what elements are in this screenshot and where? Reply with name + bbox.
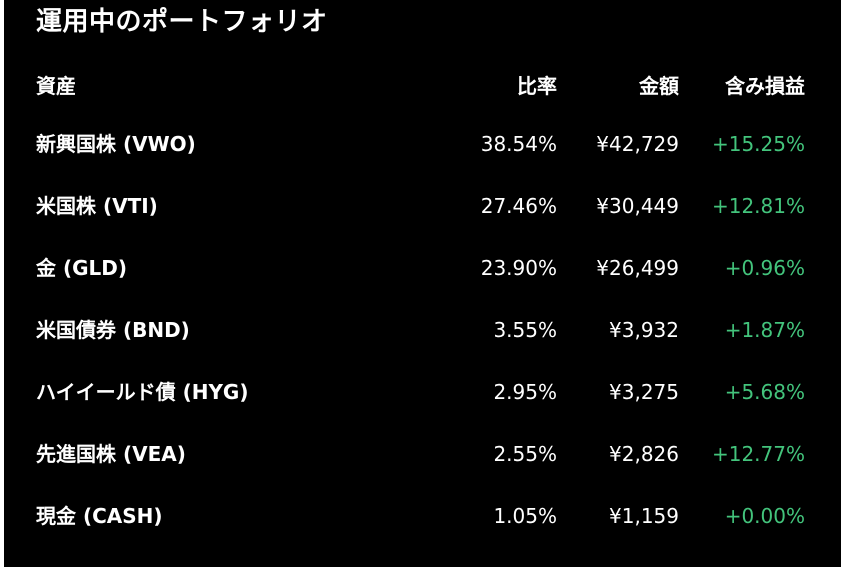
asset-name: 先進国株 (VEA): [36, 442, 186, 466]
asset-amount: ¥42,729: [596, 132, 679, 156]
portfolio-panel: 運用中のポートフォリオ 資産 比率 金額 含み損益 新興国株 (VWO) 38.…: [4, 0, 841, 567]
asset-amount: ¥2,826: [609, 442, 679, 466]
table-row: 現金 (CASH) 1.05% ¥1,159 +0.00%: [4, 496, 841, 536]
asset-name: 現金 (CASH): [36, 504, 163, 528]
column-header-ratio: 比率: [517, 74, 557, 98]
asset-ratio: 3.55%: [493, 318, 557, 342]
column-header-asset: 資産: [36, 74, 76, 98]
table-row: 金 (GLD) 23.90% ¥26,499 +0.96%: [4, 248, 841, 288]
table-header: 資産 比率 金額 含み損益: [4, 66, 841, 106]
asset-name: ハイイールド債 (HYG): [36, 380, 249, 404]
asset-name: 新興国株 (VWO): [36, 132, 196, 156]
table-row: ハイイールド債 (HYG) 2.95% ¥3,275 +5.68%: [4, 372, 841, 412]
asset-amount: ¥3,275: [609, 380, 679, 404]
table-row: 米国債券 (BND) 3.55% ¥3,932 +1.87%: [4, 310, 841, 350]
asset-amount: ¥26,499: [596, 256, 679, 280]
asset-amount: ¥30,449: [596, 194, 679, 218]
asset-amount: ¥1,159: [609, 504, 679, 528]
asset-unrealized-pl: +5.68%: [724, 380, 805, 404]
asset-ratio: 1.05%: [493, 504, 557, 528]
column-header-amount: 金額: [639, 74, 679, 98]
asset-unrealized-pl: +12.77%: [711, 442, 805, 466]
asset-ratio: 27.46%: [480, 194, 557, 218]
asset-name: 米国債券 (BND): [36, 318, 190, 342]
page-title: 運用中のポートフォリオ: [36, 7, 328, 37]
asset-unrealized-pl: +1.87%: [724, 318, 805, 342]
asset-unrealized-pl: +15.25%: [711, 132, 805, 156]
asset-ratio: 38.54%: [480, 132, 557, 156]
asset-name: 金 (GLD): [36, 256, 128, 280]
asset-unrealized-pl: +0.00%: [724, 504, 805, 528]
column-header-unrealized-pl: 含み損益: [725, 74, 805, 98]
asset-ratio: 2.55%: [493, 442, 557, 466]
table-row: 米国株 (VTI) 27.46% ¥30,449 +12.81%: [4, 186, 841, 226]
asset-unrealized-pl: +12.81%: [711, 194, 805, 218]
asset-unrealized-pl: +0.96%: [724, 256, 805, 280]
table-row: 先進国株 (VEA) 2.55% ¥2,826 +12.77%: [4, 434, 841, 474]
asset-ratio: 23.90%: [480, 256, 557, 280]
asset-name: 米国株 (VTI): [36, 194, 158, 218]
table-row: 新興国株 (VWO) 38.54% ¥42,729 +15.25%: [4, 124, 841, 164]
asset-ratio: 2.95%: [493, 380, 557, 404]
asset-amount: ¥3,932: [609, 318, 679, 342]
